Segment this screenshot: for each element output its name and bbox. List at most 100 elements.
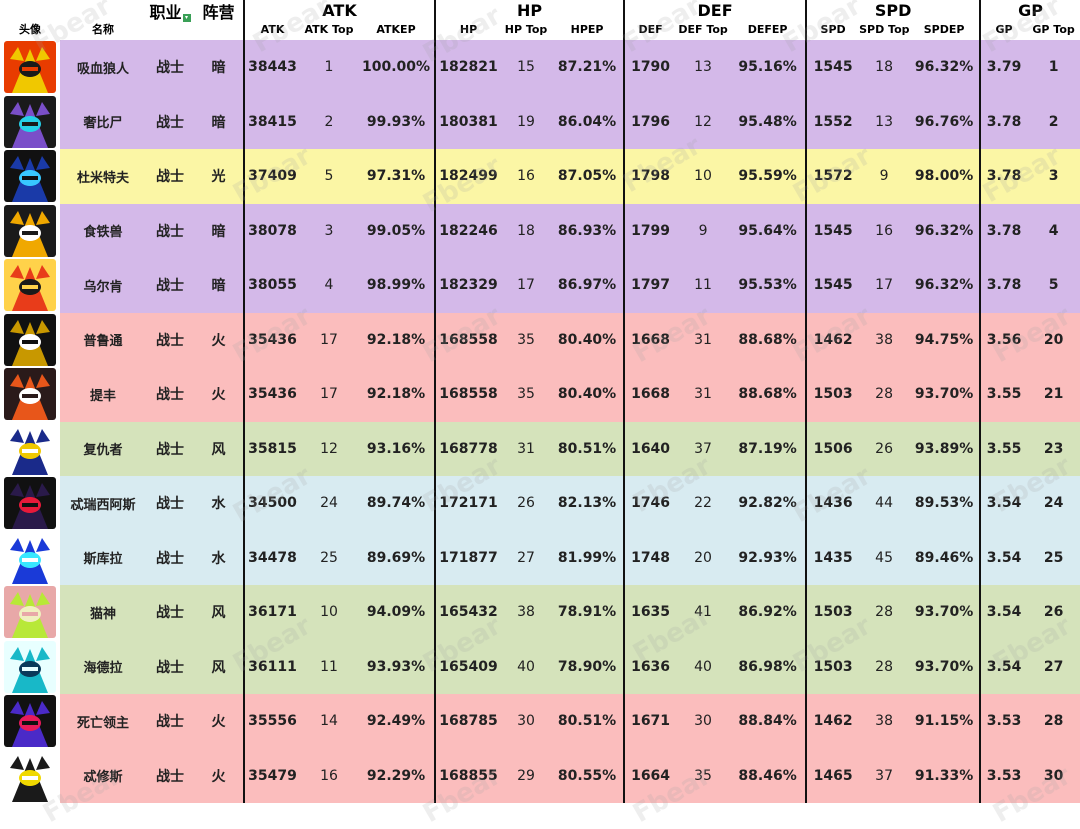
header-hp-top: HP Top (504, 23, 548, 36)
gp-top-value: 5 (1027, 258, 1080, 313)
spd-value: 1462 (805, 312, 860, 367)
hp-value: 180381 (434, 94, 502, 149)
def-top-value: 41 (676, 585, 731, 640)
atkep-value: 93.16% (358, 421, 436, 476)
spd-top-value: 28 (859, 639, 910, 694)
table-row: 忒瑞西阿斯 战士水 34500 24 89.74% 172171 26 82.13% 1746 2… (0, 476, 1080, 531)
gp-value: 3.56 (979, 312, 1028, 367)
atk-top-value: 17 (300, 312, 358, 367)
atk-top-value: 1 (300, 40, 358, 95)
hpep-value: 86.93% (551, 203, 625, 258)
hp-top-value: 17 (501, 258, 552, 313)
defep-value: 88.46% (730, 748, 807, 803)
avatar-cell (0, 95, 60, 150)
def-top-value: 22 (676, 476, 731, 531)
avatar-cell (0, 585, 60, 640)
gp-value: 3.54 (979, 639, 1028, 694)
spd-value: 1503 (805, 585, 860, 640)
table-row: 普鲁通 战士火 35436 17 92.18% 168558 35 80.40% 1668 31 8… (0, 312, 1080, 368)
hero-avatar-icon (4, 204, 56, 257)
hpep-value: 86.04% (551, 94, 625, 149)
hpep-value: 80.40% (551, 367, 625, 422)
spd-value: 1465 (805, 748, 860, 803)
hero-avatar-icon (4, 368, 56, 421)
atk-value: 35556 (243, 694, 300, 749)
header-class[interactable]: 职业 ▾ (146, 4, 194, 24)
spd-value: 1552 (805, 94, 860, 149)
group-gp: GP (979, 0, 1080, 20)
gp-value: 3.53 (979, 694, 1028, 749)
hero-faction: 暗 (194, 40, 244, 95)
avatar-cell (0, 476, 60, 531)
hero-class: 战士 (146, 40, 194, 95)
header-spd-top: SPD Top (859, 23, 910, 36)
def-value: 1635 (623, 585, 677, 640)
gp-top-value: 25 (1027, 530, 1080, 585)
def-value: 1798 (623, 149, 677, 204)
header-avatar: 头像 (19, 23, 41, 36)
defep-value: 88.68% (730, 367, 807, 422)
atkep-value: 93.93% (358, 639, 436, 694)
spdep-value: 91.15% (909, 694, 981, 749)
gp-top-value: 2 (1027, 94, 1080, 149)
hero-avatar-icon (4, 150, 56, 203)
table-row: 忒修斯 战士火 35479 16 92.29% 168855 29 80.55% 1664 35 8… (0, 748, 1080, 803)
gp-value: 3.55 (979, 421, 1028, 476)
hp-value: 172171 (434, 476, 502, 531)
spd-top-value: 16 (859, 203, 910, 258)
def-top-value: 12 (676, 94, 731, 149)
header-faction[interactable]: 阵营 (202, 4, 235, 22)
hp-top-value: 18 (501, 203, 552, 258)
filter-icon[interactable]: ▾ (182, 14, 191, 22)
spd-top-value: 28 (859, 367, 910, 422)
header-def: DEF (623, 20, 677, 40)
atkep-value: 94.09% (358, 585, 436, 640)
header-gp: GP (979, 20, 1028, 40)
atk-value: 35815 (243, 421, 300, 476)
def-value: 1799 (623, 203, 677, 258)
avatar-cell (0, 313, 60, 368)
gp-value: 3.78 (979, 94, 1028, 149)
atk-top-value: 25 (300, 530, 358, 585)
hero-faction: 风 (194, 639, 244, 694)
spd-value: 1436 (805, 476, 860, 531)
spdep-value: 96.32% (909, 258, 981, 313)
avatar-cell (0, 204, 60, 259)
hero-faction: 暗 (194, 203, 244, 258)
atk-value: 35479 (243, 748, 300, 803)
avatar-cell (0, 531, 60, 586)
hero-faction: 暗 (194, 258, 244, 313)
gp-value: 3.78 (979, 258, 1028, 313)
gp-top-value: 26 (1027, 585, 1080, 640)
hpep-value: 87.21% (551, 40, 625, 95)
hero-name: 忒瑞西阿斯 (60, 476, 146, 531)
atk-value: 35436 (243, 367, 300, 422)
def-top-value: 31 (676, 312, 731, 367)
atkep-value: 89.69% (358, 530, 436, 585)
avatar-cell (0, 422, 60, 477)
group-spd: SPD (805, 0, 981, 20)
hp-top-value: 35 (501, 367, 552, 422)
spd-value: 1545 (805, 203, 860, 258)
defep-value: 86.92% (730, 585, 807, 640)
hpep-value: 80.51% (551, 421, 625, 476)
atkep-value: 92.29% (358, 748, 436, 803)
def-top-value: 31 (676, 367, 731, 422)
spdep-value: 93.70% (909, 585, 981, 640)
avatar-cell (0, 149, 60, 204)
avatar-cell (0, 258, 60, 313)
hp-top-value: 27 (501, 530, 552, 585)
hp-top-value: 30 (501, 694, 552, 749)
hero-class: 战士 (146, 203, 194, 258)
gp-top-value: 21 (1027, 367, 1080, 422)
hero-faction: 火 (194, 367, 244, 422)
hp-top-value: 31 (501, 421, 552, 476)
table-row: 杜米特夫 战士光 37409 5 97.31% 182499 16 87.05% 1798 10 9… (0, 149, 1080, 204)
defep-value: 88.68% (730, 312, 807, 367)
atkep-value: 99.05% (358, 203, 436, 258)
hero-class: 战士 (146, 258, 194, 313)
hero-avatar-icon (4, 640, 56, 693)
gp-top-value: 24 (1027, 476, 1080, 531)
atk-value: 35436 (243, 312, 300, 367)
hero-class: 战士 (146, 748, 194, 803)
